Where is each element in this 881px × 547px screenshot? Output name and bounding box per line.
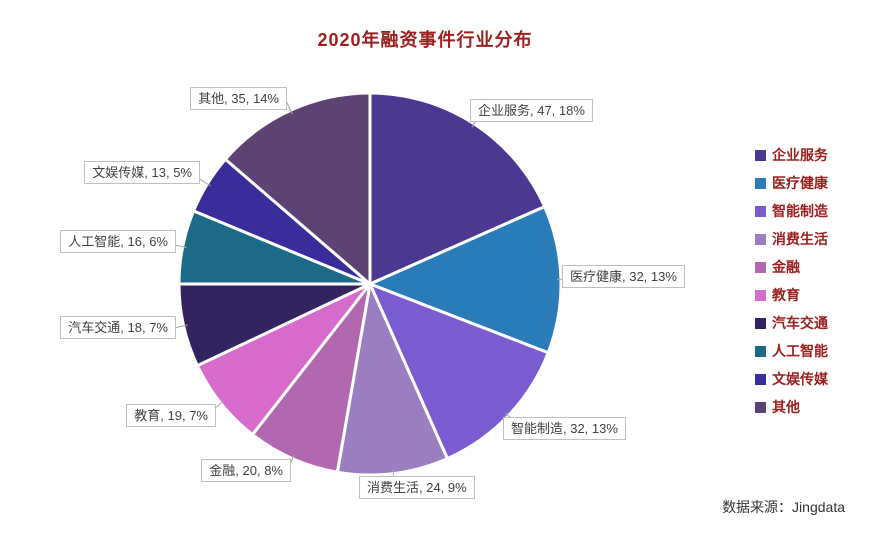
legend-swatch (755, 345, 766, 357)
pie-data-label: 人工智能, 16, 6% (60, 230, 176, 253)
pie-data-label: 金融, 20, 8% (201, 459, 291, 482)
legend-label: 其他 (772, 399, 800, 415)
legend-swatch (755, 373, 766, 385)
legend-item: 汽车交通 (755, 309, 828, 337)
legend-swatch (755, 205, 766, 217)
pie-data-label: 智能制造, 32, 13% (503, 417, 626, 440)
legend-label: 消费生活 (772, 231, 828, 247)
pie-data-label: 医疗健康, 32, 13% (562, 265, 685, 288)
pie-data-label: 企业服务, 47, 18% (470, 99, 593, 122)
legend: 企业服务 医疗健康 智能制造 消费生活 金融 教育 汽车交通 人工智能 (755, 141, 828, 421)
legend-item: 文娱传媒 (755, 365, 828, 393)
data-source-caption: 数据来源：Jingdata (722, 499, 845, 515)
legend-label: 智能制造 (772, 203, 828, 219)
legend-label: 企业服务 (772, 147, 828, 163)
pie-data-label: 文娱传媒, 13, 5% (84, 161, 200, 184)
legend-item: 金融 (755, 253, 828, 281)
pie-data-label: 消费生活, 24, 9% (359, 476, 475, 499)
legend-swatch (755, 401, 766, 413)
legend-item: 医疗健康 (755, 169, 828, 197)
legend-swatch (755, 233, 766, 245)
legend-item: 智能制造 (755, 197, 828, 225)
legend-swatch (755, 149, 766, 161)
legend-item: 其他 (755, 393, 828, 421)
legend-swatch (755, 317, 766, 329)
legend-item: 人工智能 (755, 337, 828, 365)
legend-item: 企业服务 (755, 141, 828, 169)
legend-label: 教育 (772, 287, 800, 303)
legend-label: 文娱传媒 (772, 371, 828, 387)
pie-data-label: 教育, 19, 7% (126, 404, 216, 427)
pie-data-label: 汽车交通, 18, 7% (60, 316, 176, 339)
legend-label: 汽车交通 (772, 315, 828, 331)
legend-swatch (755, 177, 766, 189)
legend-label: 人工智能 (772, 343, 828, 359)
legend-label: 金融 (772, 259, 800, 275)
pie-data-label: 其他, 35, 14% (190, 87, 287, 110)
legend-label: 医疗健康 (772, 175, 828, 191)
legend-item: 教育 (755, 281, 828, 309)
legend-item: 消费生活 (755, 225, 828, 253)
legend-swatch (755, 261, 766, 273)
legend-swatch (755, 289, 766, 301)
chart-title: 2020年融资事件行业分布 (317, 30, 533, 50)
